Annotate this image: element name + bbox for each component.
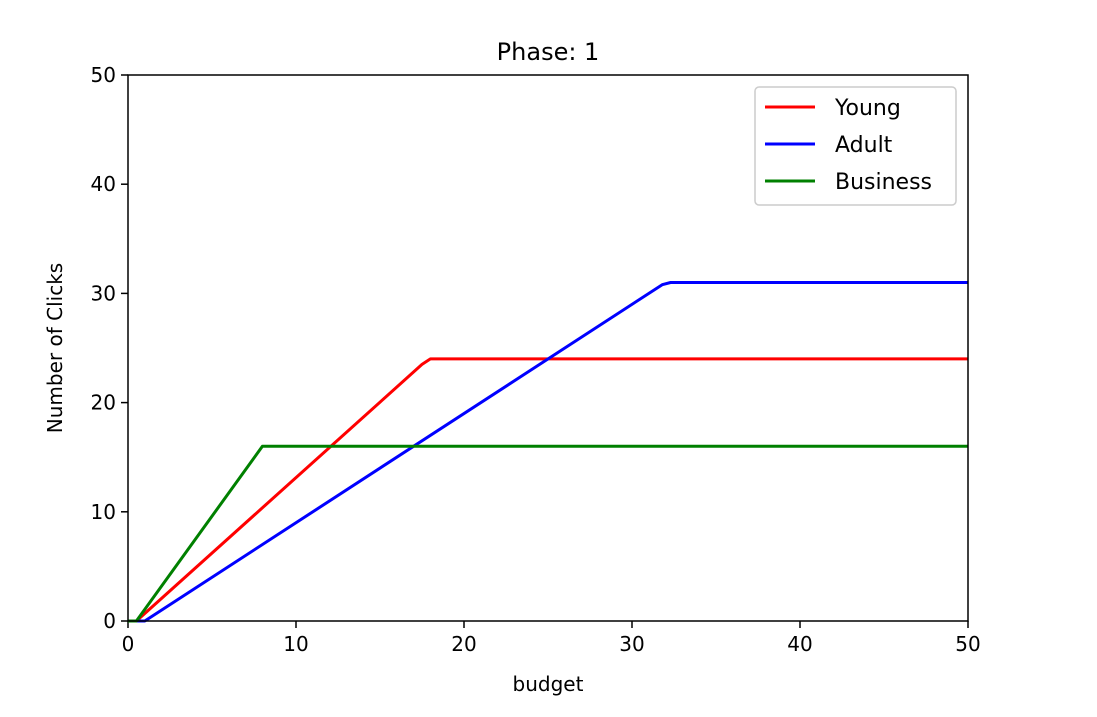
y-tick-label: 10 [91,500,116,524]
x-tick-label: 0 [122,632,135,656]
chart-title: Phase: 1 [497,38,600,66]
x-tick-label: 40 [787,632,812,656]
x-tick-label: 30 [619,632,644,656]
x-tick-label: 20 [451,632,476,656]
y-tick-label: 50 [91,63,116,87]
legend-label-adult: Adult [835,133,893,158]
x-tick-label: 10 [283,632,308,656]
y-axis-ticks: 0 10 20 30 40 50 [91,63,128,633]
legend-label-business: Business [835,170,932,195]
plot-frame [127,74,969,622]
y-tick-label: 40 [91,172,116,196]
x-axis-label: budget [513,672,584,696]
legend: Young Adult Business [754,86,957,206]
x-axis-ticks: 0 10 20 30 40 50 [122,621,981,656]
legend-label-young: Young [834,96,901,121]
y-tick-label: 30 [91,281,116,305]
x-tick-label: 50 [955,632,980,656]
legend-box [754,86,957,206]
y-tick-label: 20 [91,391,116,415]
y-axis-label: Number of Clicks [43,263,67,433]
y-tick-label: 0 [103,609,116,633]
